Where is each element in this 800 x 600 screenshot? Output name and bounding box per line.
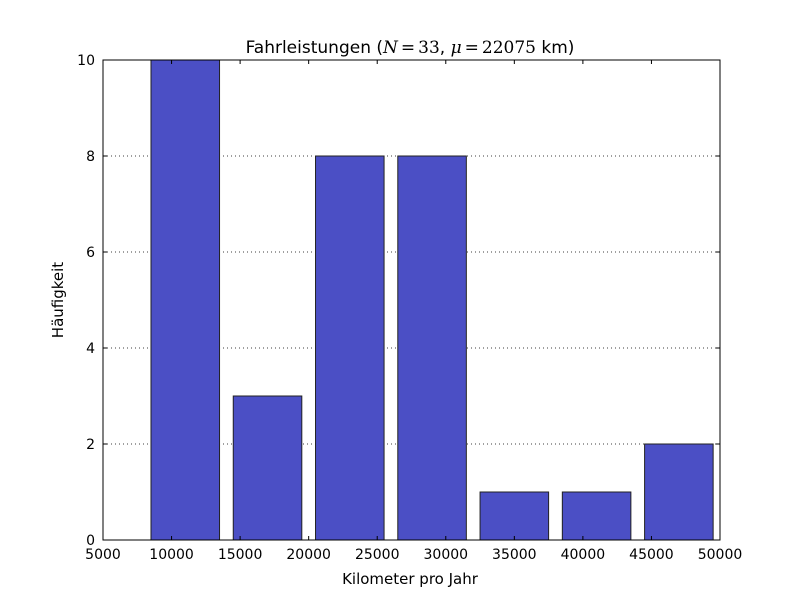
title-n-symbol: N xyxy=(382,38,399,58)
bar-5 xyxy=(479,491,550,541)
title-equals-1: = xyxy=(401,38,415,58)
y-axis-label: Häufigkeit xyxy=(49,262,67,338)
bar-4 xyxy=(397,155,467,541)
x-tick-label: 35000 xyxy=(492,547,537,563)
x-tick-label: 5000 xyxy=(85,547,121,563)
chart-title: Fahrleistungen (N = 33, μ = 22075 km) xyxy=(246,38,575,58)
x-tick-label: 25000 xyxy=(355,547,400,563)
plot-frame xyxy=(102,59,721,541)
bar-6 xyxy=(561,491,632,541)
y-tick-label: 2 xyxy=(86,437,95,453)
bar-1 xyxy=(150,59,221,541)
x-tick-label: 30000 xyxy=(424,547,469,563)
bar-3 xyxy=(315,155,385,541)
x-tick-label: 20000 xyxy=(286,547,331,563)
y-tick-label: 6 xyxy=(86,245,95,261)
x-tick-label: 45000 xyxy=(629,547,674,563)
title-suffix: km) xyxy=(536,38,574,58)
x-tick-label: 40000 xyxy=(561,547,606,563)
title-comma: , xyxy=(440,38,451,58)
title-mu-symbol: μ xyxy=(451,38,462,58)
title-prefix: Fahrleistungen ( xyxy=(246,38,383,58)
title-n-value: 33 xyxy=(418,38,440,58)
x-axis-label: Kilometer pro Jahr xyxy=(342,570,479,588)
title-mu-value: 22075 xyxy=(482,38,536,58)
title-equals-2: = xyxy=(465,38,479,58)
ticks: 5000 10000 15000 20000 25000 30000 35000 40000 4… xyxy=(77,53,742,563)
y-tick-label: 10 xyxy=(77,53,95,69)
x-tick-label: 10000 xyxy=(149,547,194,563)
bar-7 xyxy=(644,443,714,541)
bar-2 xyxy=(232,395,303,541)
y-tick-label: 4 xyxy=(86,341,95,357)
x-tick-label: 15000 xyxy=(218,547,263,563)
bars xyxy=(150,59,714,541)
y-tick-label: 0 xyxy=(86,533,95,549)
y-tick-label: 8 xyxy=(86,149,95,165)
x-tick-label: 50000 xyxy=(698,547,743,563)
